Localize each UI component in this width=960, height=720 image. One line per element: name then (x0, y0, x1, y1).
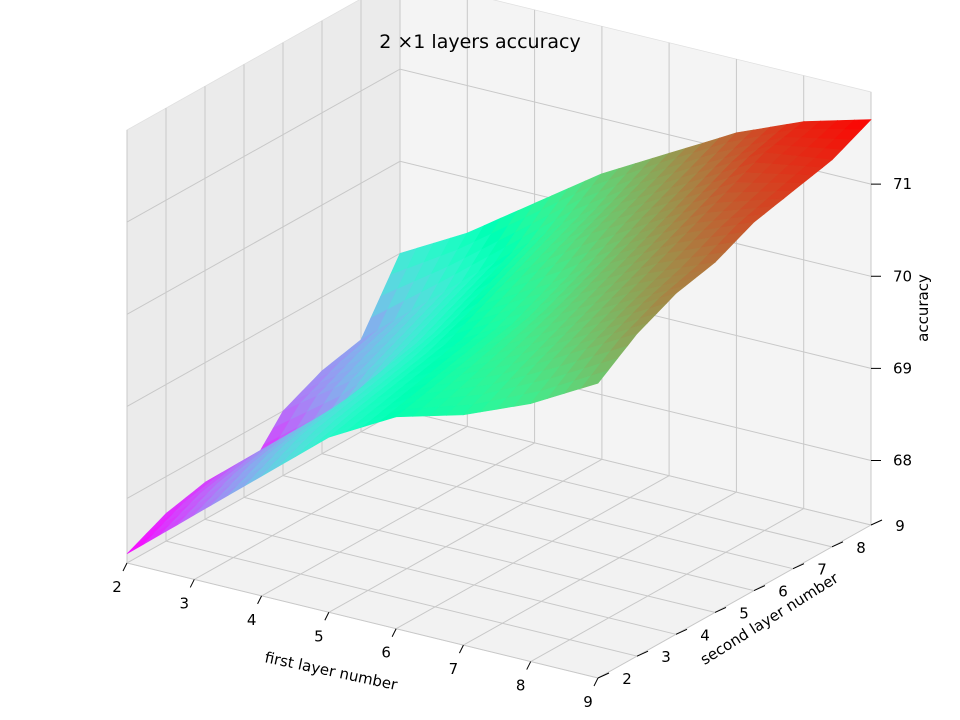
z-tick-label: 69 (893, 359, 912, 377)
x-tick-mark (257, 595, 263, 605)
x-tick-mark (593, 677, 599, 687)
y-tick-mark (675, 628, 688, 635)
y-tick-mark (792, 563, 805, 570)
x-tick-label: 5 (314, 627, 324, 645)
y-tick-label: 6 (778, 583, 788, 601)
z-tick-label: 71 (893, 175, 912, 193)
x-tick-label: 4 (247, 611, 257, 629)
z-tick-label: 68 (893, 452, 912, 470)
x-tick-mark (189, 579, 195, 588)
x-tick-label: 7 (449, 660, 459, 678)
y-tick-label: 7 (817, 561, 827, 579)
z-tick-label: 70 (893, 267, 912, 285)
grid-line-y (282, 42, 755, 592)
x-tick-label: 9 (583, 693, 593, 711)
chart-title: 2 ×1 layers accuracy (379, 31, 581, 53)
y-tick-label: 9 (895, 517, 905, 535)
x-tick-label: 3 (180, 594, 190, 612)
x-tick-mark (458, 644, 464, 654)
x-tick-mark (324, 612, 330, 621)
grid-line-y (243, 64, 716, 613)
y-tick-label: 2 (622, 670, 632, 688)
x-tick-mark (526, 661, 532, 670)
tick-marks (122, 183, 883, 687)
grid-line-y (360, 0, 833, 548)
surface (126, 119, 872, 555)
y-tick-mark (714, 606, 727, 613)
grid-line-y (165, 108, 638, 657)
surface-facet (580, 370, 609, 389)
y-tick-mark (753, 585, 766, 592)
y-tick-mark (597, 672, 610, 679)
y-tick-label: 5 (739, 604, 749, 622)
x-tick-mark (391, 628, 397, 637)
x-tick-label: 2 (112, 578, 122, 596)
y-tick-mark (870, 519, 883, 526)
y-tick-label: 3 (661, 648, 671, 666)
x-tick-label: 8 (516, 677, 526, 695)
grid-line-y (321, 20, 794, 570)
x-tick-label: 6 (381, 644, 391, 662)
z-axis-label: accuracy (914, 274, 932, 342)
x-axis-label: first layer number (263, 648, 400, 694)
x-tick-mark (122, 562, 128, 572)
tick-labels: 2 3 4 5 6 7 8 9 2 3 4 5 6 7 8 9 68 69 70 71 (112, 175, 912, 711)
y-tick-mark (636, 650, 649, 657)
y-tick-label: 4 (700, 626, 710, 644)
y-tick-mark (831, 541, 844, 548)
y-tick-label: 8 (856, 539, 866, 557)
grid-line-y (204, 86, 677, 635)
